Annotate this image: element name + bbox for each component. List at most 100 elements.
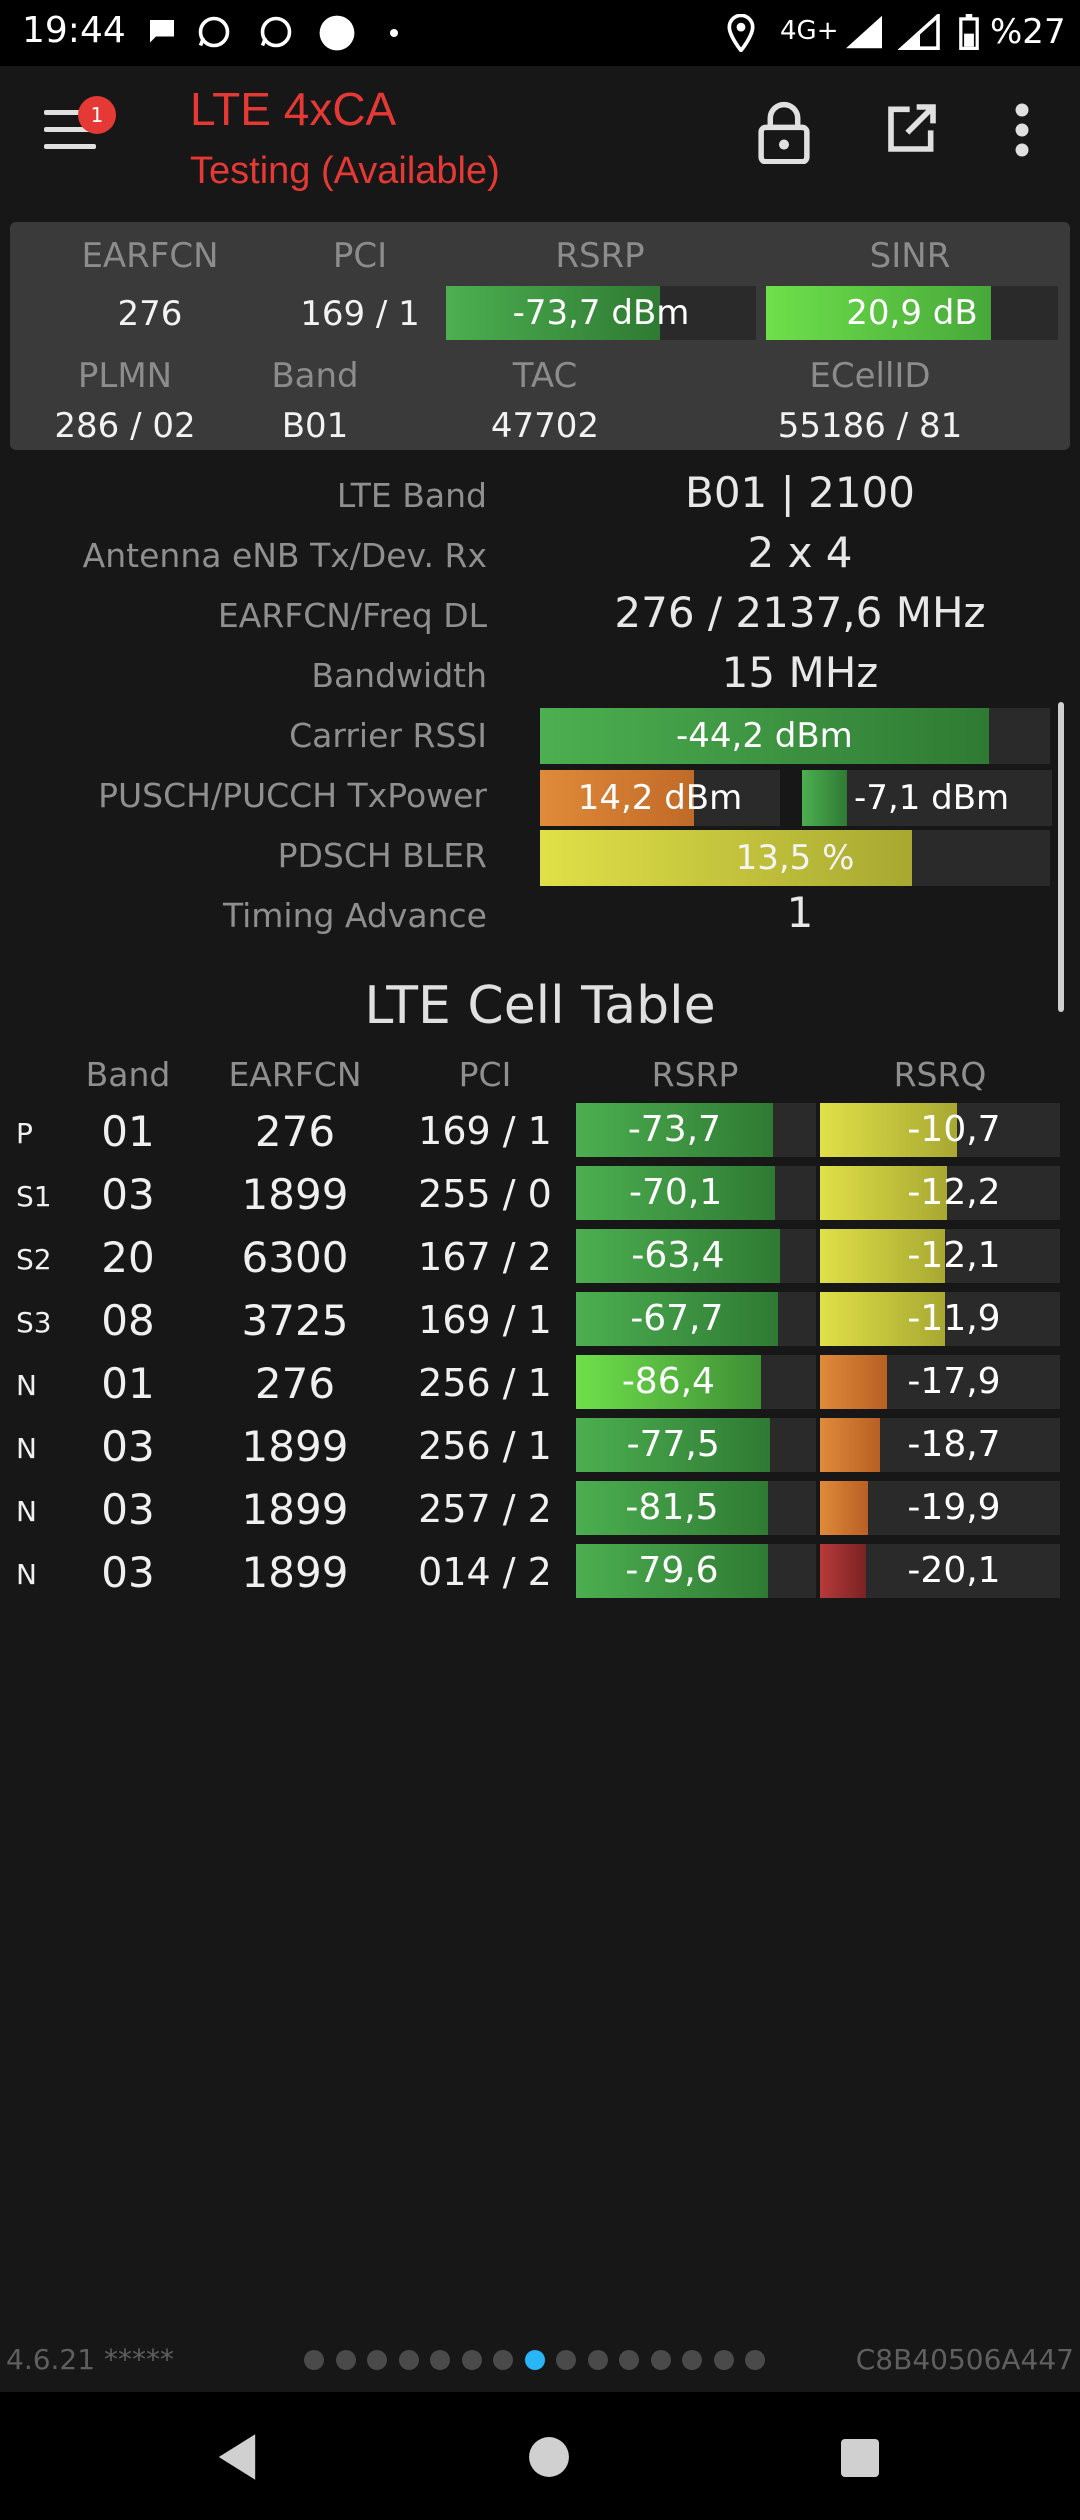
open-external-icon[interactable] <box>884 100 948 164</box>
dot-icon <box>388 14 400 60</box>
page-dot[interactable] <box>430 2350 450 2370</box>
table-row[interactable]: S1 03 1899 255 / 0 -70,1 -12,2 <box>0 1166 1080 1226</box>
signal-icon <box>842 14 886 58</box>
rsrp-value: -73,7 dBm <box>512 293 690 333</box>
cell-pci: 169 / 1 <box>418 1298 552 1342</box>
rssi-meter: -44,2 dBm <box>540 708 1050 764</box>
table-row[interactable]: S3 08 3725 169 / 1 -67,7 -11,9 <box>0 1292 1080 1352</box>
lock-icon[interactable] <box>756 100 820 165</box>
cell-rsrp-value: -79,6 <box>625 1550 719 1591</box>
cell-rsrp-value: -67,7 <box>630 1298 724 1339</box>
cell-band: 03 <box>101 1422 155 1471</box>
cell-rsrq-value: -10,7 <box>907 1109 1001 1150</box>
back-icon[interactable] <box>214 2432 260 2486</box>
device-id: C8B40506A447 <box>855 2343 1074 2376</box>
cell-type: S3 <box>16 1306 52 1339</box>
table-row[interactable]: S2 20 6300 167 / 2 -63,4 -12,1 <box>0 1229 1080 1289</box>
pci-header: PCI <box>332 236 388 276</box>
page-dot[interactable] <box>462 2350 482 2370</box>
table-row[interactable]: N 01 276 256 / 1 -86,4 -17,9 <box>0 1355 1080 1415</box>
app-version: 4.6.21 ***** <box>6 2343 174 2376</box>
cell-rsrp-value: -70,1 <box>629 1172 723 1213</box>
pci-value: 169 / 1 <box>300 294 420 334</box>
page-dot[interactable] <box>399 2350 419 2370</box>
cell-rsrq-meter: -12,1 <box>820 1229 1060 1283</box>
tac-header: TAC <box>512 356 578 396</box>
status-bar <box>0 0 1080 66</box>
page-dot[interactable] <box>619 2350 639 2370</box>
cell-earfcn: 276 <box>254 1359 336 1408</box>
page-dot[interactable] <box>745 2350 765 2370</box>
menu-icon <box>44 110 96 115</box>
antenna-value: 2 x 4 <box>747 528 853 577</box>
page-subtitle: Testing (Available) <box>190 150 500 192</box>
band-header: Band <box>271 356 359 396</box>
cell-type: N <box>16 1369 37 1402</box>
page-dot[interactable] <box>588 2350 608 2370</box>
page-dot[interactable] <box>556 2350 576 2370</box>
menu-button[interactable] <box>44 110 100 154</box>
page-dot[interactable] <box>493 2350 513 2370</box>
ta-label: Timing Advance <box>222 896 487 935</box>
cell-rsrq-meter: -20,1 <box>820 1544 1060 1598</box>
bler-label: PDSCH BLER <box>277 836 487 875</box>
page-dot[interactable] <box>367 2350 387 2370</box>
battery-icon <box>958 14 980 58</box>
cell-band: 08 <box>101 1296 155 1345</box>
page-dot[interactable] <box>525 2350 545 2370</box>
cell-rsrp-meter: -86,4 <box>576 1355 816 1409</box>
page-dot[interactable] <box>336 2350 356 2370</box>
sinr-header: SINR <box>869 236 951 276</box>
table-row[interactable]: N 03 1899 256 / 1 -77,5 -18,7 <box>0 1418 1080 1478</box>
cell-rsrq-value: -18,7 <box>907 1424 1001 1465</box>
plmn-header: PLMN <box>77 356 173 396</box>
recents-icon[interactable] <box>840 2438 880 2482</box>
cell-rsrp-value: -77,5 <box>626 1424 720 1465</box>
table-row[interactable]: N 03 1899 257 / 2 -81,5 -19,9 <box>0 1481 1080 1541</box>
ecellid-header: ECellID <box>809 356 931 396</box>
whatsapp-icon <box>196 14 232 58</box>
cell-pci: 167 / 2 <box>418 1235 552 1279</box>
cell-rsrq-meter: -11,9 <box>820 1292 1060 1346</box>
cell-type: S2 <box>16 1243 52 1276</box>
scrollbar[interactable] <box>1058 702 1064 1012</box>
cell-pci: 256 / 1 <box>418 1361 552 1405</box>
more-options-icon[interactable] <box>1004 100 1068 164</box>
col-header-pci: PCI <box>458 1055 512 1094</box>
plmn-value: 286 / 02 <box>54 406 196 446</box>
page-dot[interactable] <box>651 2350 671 2370</box>
band-value: B01 <box>281 406 349 446</box>
page-dot[interactable] <box>682 2350 702 2370</box>
cell-rsrp-value: -63,4 <box>631 1235 725 1276</box>
chat-icon <box>144 14 180 58</box>
cell-earfcn: 1899 <box>241 1170 349 1219</box>
status-time: 19:44 <box>22 10 126 51</box>
notification-badge: 1 <box>78 96 116 134</box>
cell-rsrp-meter: -81,5 <box>576 1481 816 1535</box>
cell-rsrq-meter: -17,9 <box>820 1355 1060 1409</box>
cell-rsrq-value: -19,9 <box>907 1487 1001 1528</box>
cell-type: P <box>16 1117 33 1150</box>
rsrp-header: RSRP <box>555 236 645 276</box>
home-icon[interactable] <box>528 2436 570 2482</box>
cell-rsrq-value: -20,1 <box>907 1550 1001 1591</box>
table-row[interactable]: P 01 276 169 / 1 -73,7 -10,7 <box>0 1103 1080 1163</box>
table-row[interactable]: N 03 1899 014 / 2 -79,6 -20,1 <box>0 1544 1080 1604</box>
rssi-value: -44,2 dBm <box>675 716 853 756</box>
cell-band: 01 <box>101 1107 155 1156</box>
cell-pci: 257 / 2 <box>418 1487 552 1531</box>
col-header-band: Band <box>85 1055 171 1094</box>
cell-rsrp-meter: -77,5 <box>576 1418 816 1472</box>
pusch-meter: 14,2 dBm <box>540 770 780 826</box>
cell-rsrq-meter: -10,7 <box>820 1103 1060 1157</box>
page-title: LTE 4xCA <box>190 83 397 135</box>
cell-rsrp-meter: -73,7 <box>576 1103 816 1157</box>
page-dot[interactable] <box>304 2350 324 2370</box>
page-dot[interactable] <box>714 2350 734 2370</box>
cell-type: S1 <box>16 1180 52 1213</box>
cell-earfcn: 3725 <box>241 1296 349 1345</box>
cell-earfcn: 1899 <box>241 1548 349 1597</box>
battery-level: %27 <box>990 12 1066 52</box>
rssi-label: Carrier RSSI <box>289 716 487 755</box>
bler-meter: 13,5 % <box>540 830 1050 886</box>
